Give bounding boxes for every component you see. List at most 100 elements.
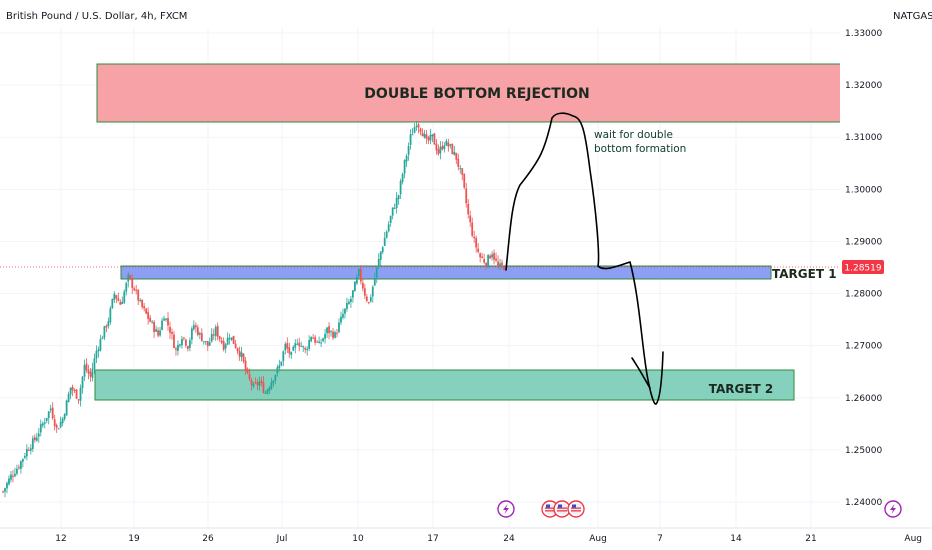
- y-tick-label: 1.24000: [845, 498, 882, 508]
- us-flag-icon[interactable]: [553, 500, 571, 518]
- x-tick-label: Aug: [589, 534, 607, 544]
- candle-body: [177, 344, 179, 351]
- candle-body: [389, 215, 392, 223]
- candle-body: [252, 383, 255, 387]
- right-symbol[interactable]: NATGASU: [893, 11, 932, 22]
- candle-body: [85, 363, 88, 371]
- projection-drawing: [505, 112, 664, 405]
- candle-body: [302, 346, 305, 348]
- candle-body: [397, 195, 400, 200]
- candle-body: [336, 332, 338, 334]
- candle-body: [39, 424, 42, 433]
- candle-body: [250, 379, 253, 385]
- candle-body: [167, 318, 169, 326]
- y-tick-label: 1.30000: [845, 185, 882, 195]
- candle-body: [103, 326, 106, 338]
- candle-body: [479, 253, 482, 258]
- candle-body: [125, 282, 128, 292]
- candle-body: [77, 399, 80, 401]
- candle-body: [45, 417, 48, 421]
- candle-body: [453, 151, 456, 155]
- candle-body: [381, 247, 384, 253]
- candle-body: [61, 418, 64, 424]
- target1-zone[interactable]: [120, 265, 772, 280]
- candle-body: [21, 458, 24, 462]
- y-axis[interactable]: 1.33000 1.32000 1.31000 1.30000 1.29000 1.280…: [845, 29, 882, 508]
- us-flag-icon[interactable]: [541, 500, 559, 518]
- candle-body: [320, 342, 322, 344]
- y-tick-label: 1.25000: [845, 446, 882, 456]
- candle-body: [437, 149, 440, 155]
- candle-body: [107, 321, 110, 327]
- candle-body: [99, 339, 102, 351]
- candle-body: [244, 360, 247, 370]
- target2-zone[interactable]: [94, 369, 795, 401]
- candle-body: [153, 322, 155, 333]
- candle-body: [340, 316, 342, 323]
- candle-body: [81, 376, 84, 389]
- y-tick-label: 1.26000: [845, 394, 882, 404]
- symbol-title[interactable]: British Pound / U.S. Dollar, 4h, FXCM: [6, 11, 187, 22]
- candle-body: [377, 259, 380, 267]
- candle-body: [286, 343, 289, 349]
- candle-body: [188, 340, 191, 348]
- candle-body: [179, 344, 181, 346]
- candle-body: [282, 351, 285, 362]
- candle-body: [457, 158, 460, 167]
- candle-body: [234, 343, 237, 348]
- candle-body: [240, 352, 243, 358]
- candle-body: [181, 338, 183, 346]
- candle-body: [473, 236, 476, 239]
- candle-body: [332, 331, 334, 338]
- candle-body: [119, 301, 122, 305]
- candle-body: [449, 144, 452, 146]
- candle-body: [83, 365, 86, 377]
- candle-body: [415, 125, 418, 127]
- candle-body: [89, 371, 92, 377]
- candle-body: [175, 348, 177, 350]
- candle-body: [129, 274, 132, 279]
- x-tick-label: Jul: [276, 534, 288, 544]
- candle-body: [375, 267, 378, 278]
- candle-body: [163, 318, 165, 321]
- candle-body: [292, 346, 295, 351]
- x-axis[interactable]: 12 19 26 Jul 10 17 24 Aug 7 14 21 Aug: [55, 534, 922, 544]
- candle-body: [260, 380, 263, 383]
- candle-body: [43, 422, 46, 424]
- candle-body: [322, 338, 324, 342]
- candle-body: [330, 331, 332, 333]
- candle-body: [246, 368, 249, 374]
- x-tick-label: 7: [657, 534, 663, 544]
- candle-body: [443, 145, 446, 150]
- candle-body: [411, 134, 414, 136]
- candle-body: [314, 337, 317, 343]
- us-flag-icon[interactable]: [567, 500, 585, 518]
- candle-body: [18, 467, 20, 469]
- candle-body: [51, 407, 54, 419]
- target1-label: TARGET 1: [772, 267, 837, 281]
- x-tick-label: Aug: [904, 534, 922, 544]
- candle-body: [280, 361, 283, 366]
- candle-body: [439, 146, 442, 154]
- candle-body: [155, 329, 157, 332]
- candle-body: [214, 326, 217, 336]
- lightning-icon[interactable]: [497, 500, 515, 518]
- candle-body: [493, 253, 495, 260]
- candle-body: [185, 339, 187, 346]
- candle-body: [218, 336, 221, 340]
- candle-body: [264, 392, 267, 394]
- candle-body: [212, 334, 215, 336]
- candle-body: [73, 389, 76, 391]
- candle-body: [401, 174, 404, 182]
- candle-body: [230, 337, 233, 340]
- candle-body: [183, 337, 185, 339]
- candle-body: [353, 281, 356, 292]
- x-tick-label: 21: [805, 534, 816, 544]
- lightning-icon[interactable]: [884, 500, 902, 518]
- candle-body: [14, 473, 16, 477]
- candle-body: [93, 358, 96, 370]
- note-line-1: wait for double: [594, 129, 673, 141]
- candle-body: [35, 437, 38, 441]
- candle-body: [109, 308, 112, 323]
